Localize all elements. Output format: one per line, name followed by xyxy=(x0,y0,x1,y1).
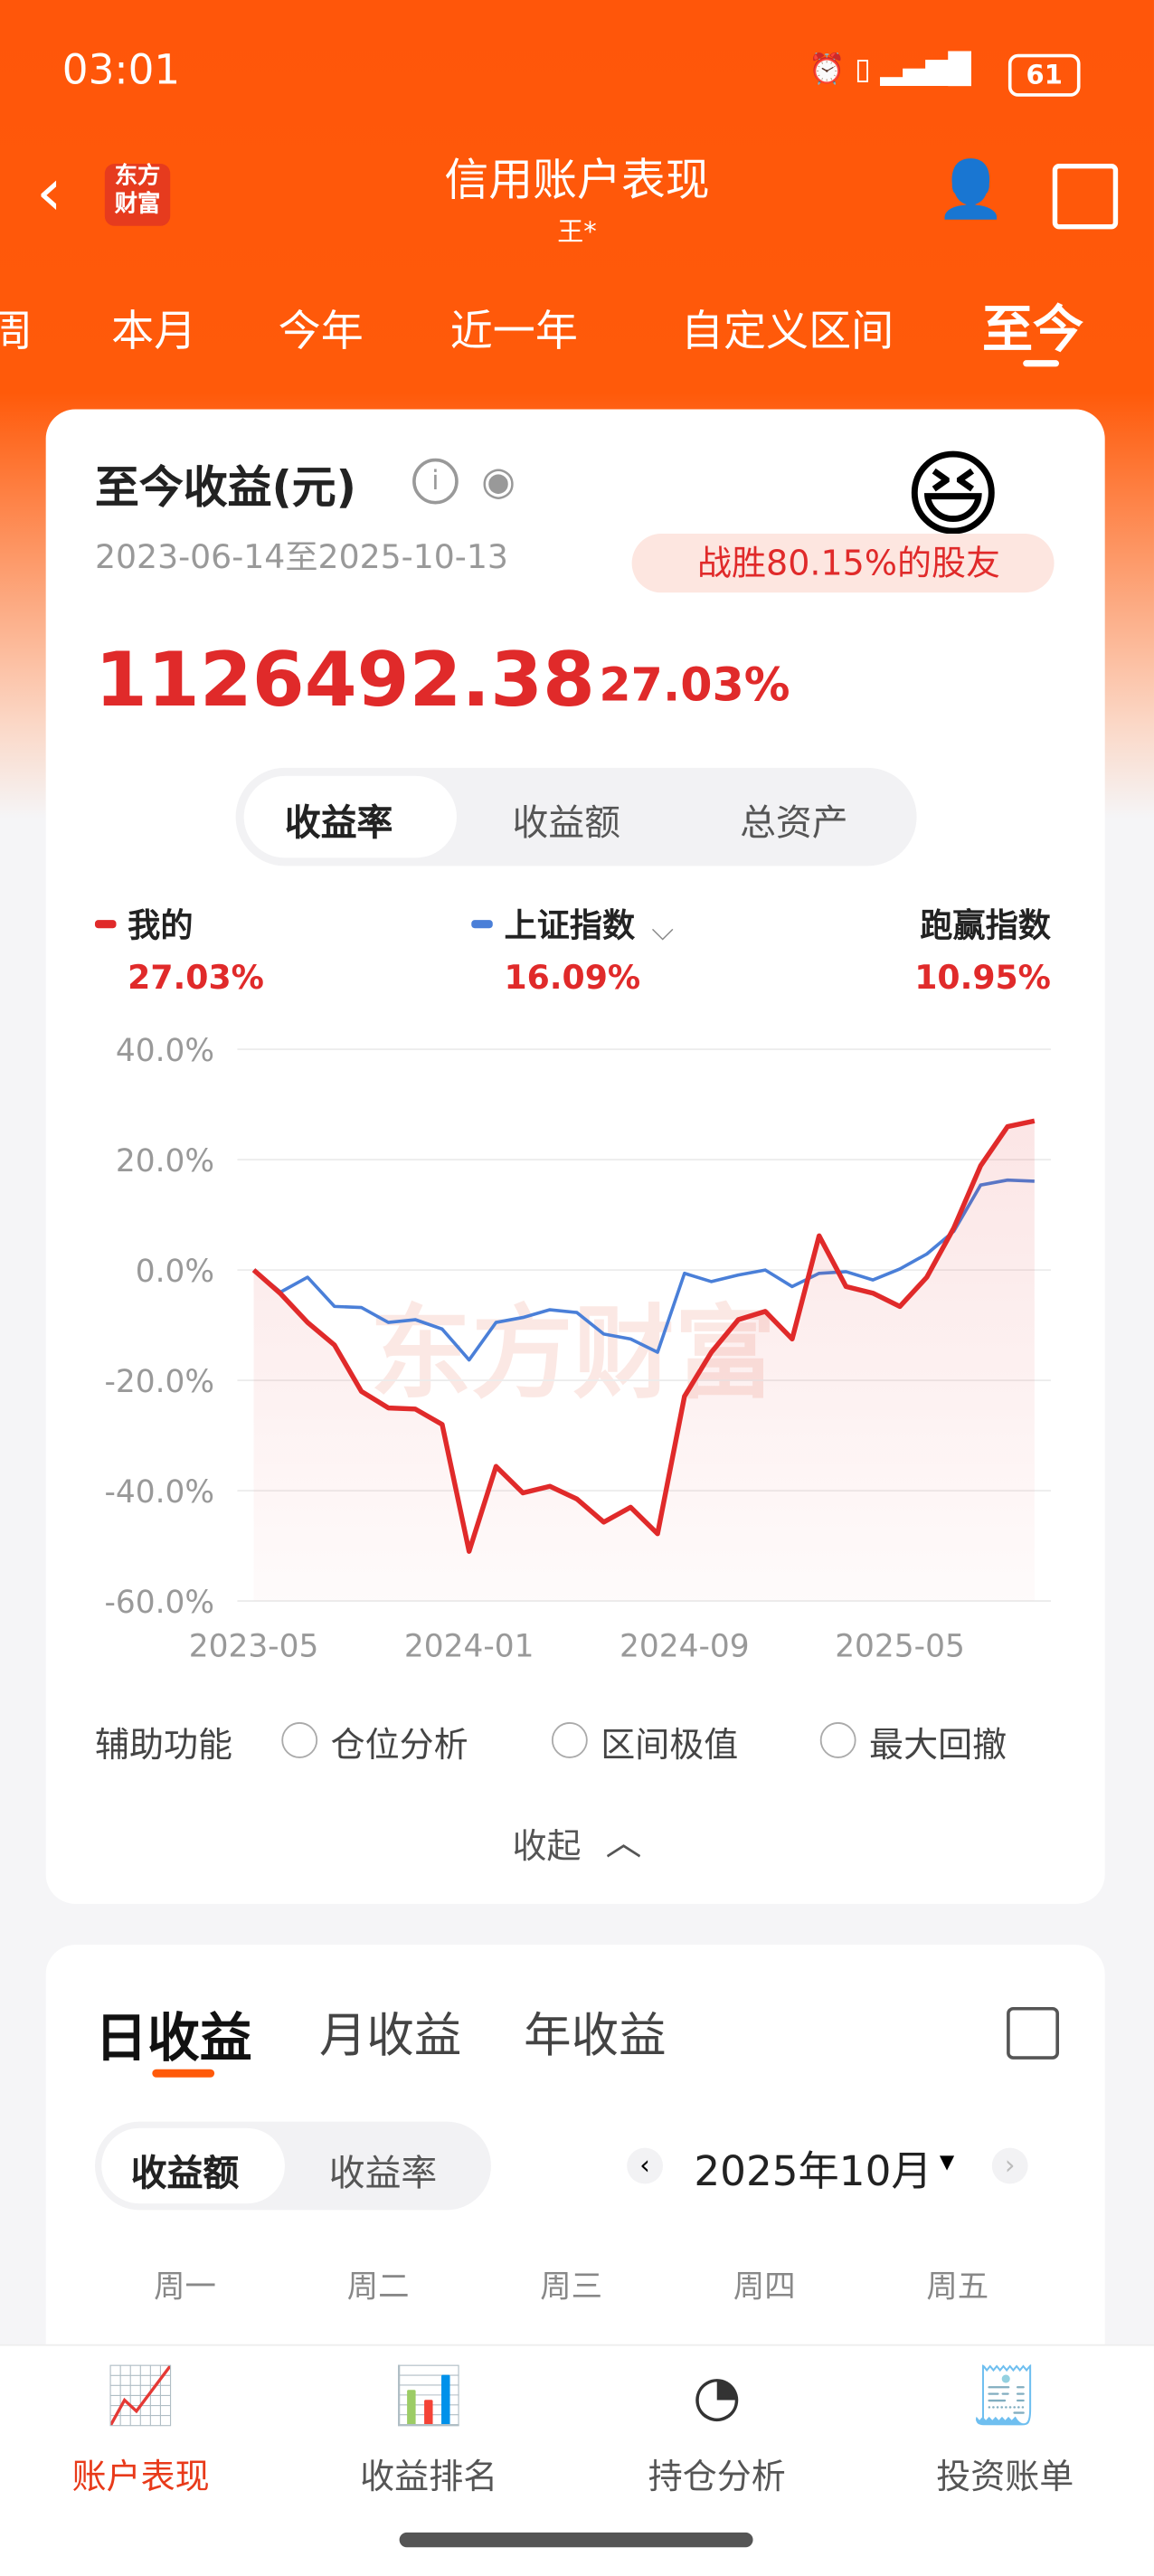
prev-month[interactable]: ‹ xyxy=(627,2147,664,2184)
series-line xyxy=(251,1118,1036,1554)
total-amount: 1126492.38 xyxy=(94,635,595,724)
weekday: 周五 xyxy=(926,2268,989,2306)
date-range: 2023-06-14至2025-10-13 xyxy=(94,536,508,577)
logo: 东方财富 xyxy=(104,163,171,226)
back-button[interactable]: ‹ xyxy=(35,155,62,232)
home-indicator xyxy=(399,2532,753,2548)
account-icon[interactable]: 👤 xyxy=(936,156,1006,223)
x-tick-label: 2024-09 xyxy=(620,1629,750,1665)
period-tab[interactable]: 本月 xyxy=(111,308,197,357)
x-tick-label: 2023-05 xyxy=(189,1629,319,1665)
index-dropdown: ⌵ xyxy=(651,913,674,947)
y-tick-label: 20.0% xyxy=(116,1143,214,1179)
legend-value: 16.09% xyxy=(504,958,640,997)
metric-option[interactable]: 收益率 xyxy=(284,803,393,845)
x-tick-label: 2025-05 xyxy=(835,1629,965,1665)
area xyxy=(253,1121,1035,1602)
month-label[interactable]: 2025年10月 xyxy=(694,2147,932,2196)
legend-swatch xyxy=(471,920,493,929)
daily-toggle-option[interactable]: 收益率 xyxy=(328,2154,438,2196)
daily-tab[interactable]: 日收益 xyxy=(94,2006,252,2069)
period-tab[interactable]: 周 xyxy=(0,298,33,358)
y-tick-label: 0.0% xyxy=(136,1254,214,1290)
daily-tab[interactable]: 月收益 xyxy=(318,2006,462,2063)
weekday: 周四 xyxy=(733,2268,796,2306)
metric-option[interactable]: 收益额 xyxy=(512,803,620,845)
collapse-icon: ︿ xyxy=(605,1823,642,1865)
metric-option[interactable]: 总资产 xyxy=(740,803,848,845)
y-tick-label: 40.0% xyxy=(116,1033,214,1069)
summary-card xyxy=(45,409,1105,1904)
period-tab[interactable]: 近一年 xyxy=(449,308,578,357)
emoji: 😆 xyxy=(903,439,1003,551)
legend-swatch xyxy=(94,920,117,929)
weekday: 周二 xyxy=(346,2268,410,2306)
excess-label: 跑赢指数 xyxy=(920,905,1052,944)
rank-badge[interactable]: 战胜80.15%的股友 xyxy=(631,534,1055,593)
weekday: 周三 xyxy=(540,2268,603,2306)
legend-name: 我的 xyxy=(128,905,193,944)
radio[interactable] xyxy=(281,1722,318,1758)
nav-icon[interactable]: 🧾 xyxy=(970,2363,1040,2429)
summary-title: 至今收益(元) xyxy=(94,463,356,515)
period-tab[interactable]: 今年 xyxy=(278,308,364,357)
nav-label[interactable]: 收益排名 xyxy=(360,2457,498,2497)
eye-icon[interactable]: ◉ xyxy=(481,458,516,505)
nav-label[interactable]: 投资账单 xyxy=(936,2457,1074,2497)
total-rate: 27.03% xyxy=(599,658,790,713)
legend-value: 27.03% xyxy=(128,958,264,997)
period-tab[interactable]: 自定义区间 xyxy=(680,308,894,357)
status-icons: ⏰ ▯ ▂▄▆█ xyxy=(809,52,971,87)
month-caret: ▾ xyxy=(939,2144,955,2179)
tool-option[interactable]: 最大回撤 xyxy=(869,1725,1007,1766)
collapse-button[interactable]: 收起 xyxy=(512,1826,582,1867)
chart: 东方财富40.0%20.0%0.0%-20.0%-40.0%-60.0%2023… xyxy=(94,905,1052,1665)
info-icon[interactable]: i xyxy=(412,458,459,505)
series-line xyxy=(252,1178,1035,1362)
excess-value: 10.95% xyxy=(914,958,1051,997)
x-tick-label: 2024-01 xyxy=(404,1629,534,1665)
nav-label[interactable]: 持仓分析 xyxy=(648,2457,786,2497)
next-month[interactable]: › xyxy=(991,2147,1028,2184)
tab-indicator xyxy=(1023,360,1060,367)
nav-icon[interactable]: 📊 xyxy=(393,2363,464,2429)
y-tick-label: -40.0% xyxy=(104,1474,214,1511)
daily-toggle-option[interactable]: 收益额 xyxy=(130,2154,240,2196)
tool-option[interactable]: 仓位分析 xyxy=(330,1725,468,1766)
status-time: 03:01 xyxy=(61,45,181,94)
nav-icon[interactable]: ◔ xyxy=(692,2363,742,2429)
y-tick-label: -60.0% xyxy=(104,1585,214,1621)
radio[interactable] xyxy=(551,1722,588,1758)
header-title: 信用账户表现 xyxy=(444,155,710,207)
header-subtitle: 王* xyxy=(557,215,597,248)
weekday: 周一 xyxy=(154,2268,216,2306)
y-tick-label: -20.0% xyxy=(104,1364,214,1400)
period-tab[interactable]: 至今 xyxy=(981,301,1084,361)
tool-option[interactable]: 区间极值 xyxy=(601,1725,739,1766)
share-icon[interactable] xyxy=(1052,163,1119,230)
daily-tab[interactable]: 年收益 xyxy=(524,2006,667,2063)
radio[interactable] xyxy=(819,1722,856,1758)
daily-tab-indicator xyxy=(152,2069,215,2078)
nav-icon[interactable]: 📈 xyxy=(106,2363,175,2429)
toggle-selected xyxy=(243,775,457,858)
daily-share[interactable] xyxy=(1007,2006,1060,2060)
nav-label[interactable]: 账户表现 xyxy=(71,2457,210,2497)
legend-name: 上证指数 xyxy=(504,905,636,944)
tools-label: 辅助功能 xyxy=(94,1725,233,1766)
battery: 61 xyxy=(1007,53,1081,97)
daily-toggle-selected xyxy=(101,2127,285,2204)
